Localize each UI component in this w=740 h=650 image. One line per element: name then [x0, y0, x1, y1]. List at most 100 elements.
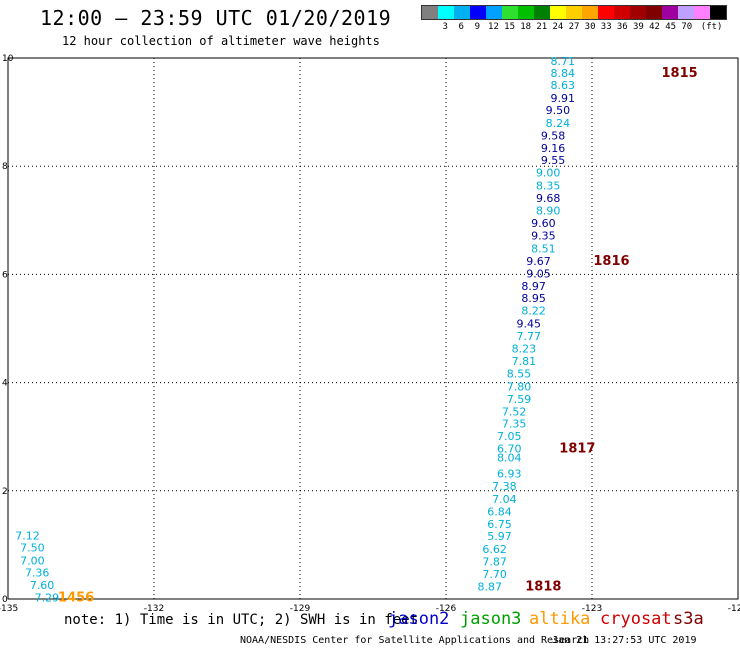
swh-data-label: 9.55	[541, 154, 566, 167]
legend-swatch	[630, 6, 646, 19]
legend-swatch	[502, 6, 518, 19]
legend-label: 15	[504, 22, 515, 32]
legend-label: 39	[632, 22, 644, 32]
pass-time-label: 1817	[559, 442, 595, 457]
legend-swatch	[534, 6, 550, 19]
swh-data-label: 7.36	[25, 566, 50, 579]
color-scale-legend	[421, 5, 727, 20]
swh-data-label: 7.81	[512, 355, 537, 368]
legend-swatch	[694, 6, 710, 19]
swh-data-label: 9.50	[546, 104, 571, 117]
legend-label: 21	[536, 22, 548, 32]
swh-data-label: 9.60	[531, 217, 556, 230]
swh-data-label: 7.12	[15, 530, 40, 543]
swh-data-label: 8.22	[521, 305, 546, 318]
swh-data-label: 8.35	[536, 180, 561, 193]
legend-cryosat: cryosat	[600, 609, 672, 629]
swh-data-label: 7.52	[502, 405, 527, 418]
swh-data-label: 7.35	[502, 418, 527, 431]
swh-data-label: 7.29	[35, 591, 60, 604]
swh-data-label: 9.91	[551, 92, 576, 105]
legend-swatch	[566, 6, 582, 19]
swh-data-label: 8.90	[536, 205, 561, 218]
footer-note: note: 1) Time is in UTC; 2) SWH is in fe…	[64, 612, 419, 628]
legend-swatch	[422, 6, 438, 19]
swh-data-label: 9.67	[526, 255, 551, 268]
legend-label: 30	[584, 22, 596, 32]
pass-time-label: 1816	[593, 254, 629, 269]
swh-data-label: 7.59	[507, 393, 532, 406]
plot-frame	[7, 57, 739, 600]
legend-label: 24	[552, 22, 564, 32]
swh-data-label: 6.84	[487, 505, 512, 518]
pass-time-label: 1456	[58, 590, 94, 605]
legend-swatch	[454, 6, 470, 19]
swh-data-label: 8.55	[507, 367, 532, 380]
swh-data-label: 8.71	[551, 55, 576, 68]
swh-data-label: 9.00	[536, 167, 561, 180]
legend-swatch	[614, 6, 630, 19]
legend-label: 33	[600, 22, 612, 32]
swh-data-label: 8.63	[551, 79, 576, 92]
pass-time-label: 1818	[525, 580, 561, 595]
swh-data-label: 7.87	[482, 556, 507, 569]
y-tick-label: 8	[2, 162, 8, 172]
swh-data-label: 9.16	[541, 142, 566, 155]
legend-swatch	[662, 6, 678, 19]
generated-timestamp: Jan 21 13:27:53 UTC 2019	[552, 635, 697, 646]
legend-swatch	[582, 6, 598, 19]
legend-swatch	[646, 6, 662, 19]
y-tick-label: 0	[2, 595, 8, 605]
legend-swatch	[550, 6, 566, 19]
swh-data-label: 9.68	[536, 192, 561, 205]
legend-swatch	[598, 6, 614, 19]
legend-altika: altika	[529, 609, 591, 629]
swh-data-label: 9.35	[531, 229, 556, 242]
y-tick-label: 2	[2, 487, 8, 497]
legend-label: 70	[681, 22, 693, 32]
legend-swatch	[518, 6, 534, 19]
y-tick-label: 6	[2, 270, 8, 280]
color-scale-labels: 3 6 9 12 15 18 21 24 27 30 33 36 39 42 45 70 (ft)	[421, 22, 727, 34]
swh-data-label: 8.04	[497, 451, 522, 464]
swh-data-label: 7.77	[516, 330, 541, 343]
credit-line: NOAA/NESDIS Center for Satellite Applica…	[240, 635, 590, 646]
y-tick-label: 10	[2, 54, 14, 64]
swh-data-label: 8.84	[551, 67, 576, 80]
legend-swatch	[486, 6, 502, 19]
legend-unit: (ft)	[700, 22, 723, 32]
swh-data-label: 7.04	[492, 493, 517, 506]
swh-data-label: 8.87	[478, 581, 503, 594]
legend-swatch	[710, 6, 726, 19]
y-tick-label: 4	[2, 379, 8, 389]
legend-jason2: jason2	[388, 609, 450, 629]
legend-label: 18	[520, 22, 532, 32]
swh-data-label: 8.23	[512, 343, 537, 356]
swh-data-label: 7.38	[492, 480, 517, 493]
x-tick-label: -129	[290, 604, 311, 614]
x-tick-label: -123	[582, 604, 602, 614]
swh-data-label: 7.00	[20, 555, 45, 568]
swh-data-label: 7.80	[507, 380, 532, 393]
swh-data-label: 8.97	[521, 280, 546, 293]
x-tick-label: -120	[728, 604, 740, 614]
x-tick-label: -132	[144, 604, 164, 614]
swh-data-label: 7.70	[482, 568, 507, 581]
legend-label: 42	[649, 22, 660, 32]
legend-jason3: jason3	[460, 609, 522, 629]
swh-data-label: 8.95	[521, 292, 546, 305]
swh-data-label: 7.50	[20, 542, 45, 555]
swh-data-label: 6.75	[487, 518, 512, 531]
swh-data-label: 7.05	[497, 430, 522, 443]
pass-time-label: 1815	[662, 66, 698, 81]
legend-swatch	[438, 6, 454, 19]
swh-data-label: 9.45	[516, 318, 541, 331]
legend-label: 12	[488, 22, 499, 32]
x-tick-label: -135	[0, 604, 18, 614]
legend-swatch	[678, 6, 694, 19]
legend-label: 9	[474, 22, 481, 32]
swh-data-label: 7.60	[30, 579, 55, 592]
swh-data-label: 5.97	[487, 530, 512, 543]
chart-subtitle: 12 hour collection of altimeter wave hei…	[62, 34, 380, 48]
